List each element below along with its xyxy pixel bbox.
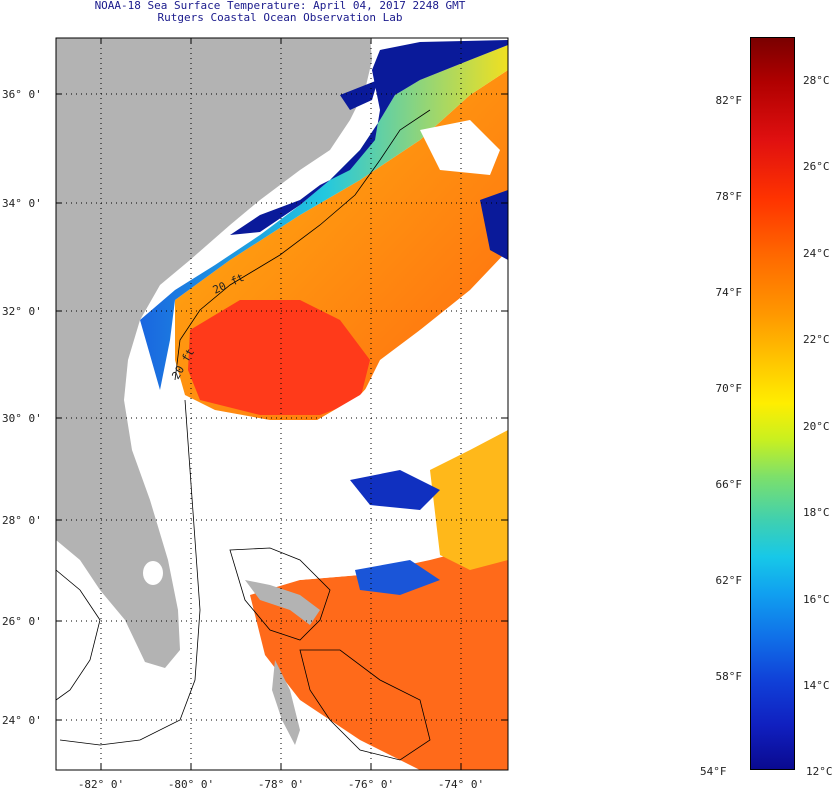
map-subtitle: Rutgers Coastal Ocean Observation Lab — [157, 11, 403, 24]
colorbar-f-82: 82°F — [715, 94, 743, 107]
isobath-deep — [59, 399, 201, 746]
land-bahamas-2 — [272, 660, 300, 745]
colorbar-f-74: 74°F — [715, 286, 743, 299]
colorbar-f-62: 62°F — [715, 574, 743, 587]
lat-label-36: 36° 0' — [2, 88, 42, 101]
sst-coastal-cold — [230, 40, 508, 235]
cold-cloud-edge — [350, 470, 440, 510]
colorbar-f-66: 66°F — [715, 478, 743, 491]
sst-shelf — [140, 45, 508, 390]
pamlico-sound — [340, 80, 378, 110]
sst-warm-south — [250, 540, 508, 770]
isobath-20ft — [174, 109, 431, 381]
cold-offshore — [480, 190, 508, 260]
land-bahamas-1 — [245, 580, 320, 625]
sst-hot-core — [188, 300, 370, 415]
colorbar-c-18: 18°C — [803, 506, 830, 519]
colorbar-c-20: 20°C — [803, 420, 830, 433]
colorbar-f-58: 58°F — [715, 670, 743, 683]
tick-marks — [56, 38, 508, 770]
land-mainland — [56, 38, 372, 668]
lat-label-34: 34° 0' — [2, 197, 42, 210]
isobath-west — [56, 569, 101, 701]
plot-frame — [55, 37, 509, 771]
cloud-patch-1 — [300, 290, 508, 500]
colorbar-c-28: 28°C — [803, 74, 830, 87]
lon-label-76: -76° 0' — [348, 778, 394, 791]
colorbar-c-26: 26°C — [803, 160, 830, 173]
lon-label-80: -80° 0' — [168, 778, 214, 791]
colorbar-c-16: 16°C — [803, 593, 830, 606]
cold-cloud-edge-2 — [355, 560, 440, 595]
lat-label-30: 30° 0' — [2, 412, 42, 425]
graticule — [56, 38, 508, 770]
colorbar-f-70: 70°F — [715, 382, 743, 395]
lat-label-32: 32° 0' — [2, 305, 42, 318]
cloud-patch-3 — [420, 120, 500, 175]
lat-label-24: 24° 0' — [2, 714, 42, 727]
lon-label-82: -82° 0' — [78, 778, 124, 791]
lon-label-74: -74° 0' — [438, 778, 484, 791]
lat-label-28: 28° 0' — [2, 514, 42, 527]
map-title: NOAA-18 Sea Surface Temperature: April 0… — [94, 0, 466, 12]
cloud-patch-2 — [170, 430, 360, 580]
lake-okeechobee — [143, 561, 163, 585]
colorbar-c-22: 22°C — [803, 333, 830, 346]
colorbar-f-78: 78°F — [715, 190, 743, 203]
isobath-bank — [229, 547, 431, 761]
colorbar-f-54: 54°F — [700, 765, 727, 778]
colorbar-c-24: 24°C — [803, 247, 830, 260]
colorbar-c-14: 14°C — [803, 679, 830, 692]
sst-map: 20 ft 20 ft 36° 0' 34° 0' 32° 0' 30° 0' — [2, 37, 509, 791]
colorbar-c-12: 12°C — [806, 765, 832, 778]
temperature-colorbar — [750, 37, 795, 770]
lon-label-78: -78° 0' — [258, 778, 304, 791]
sst-yellow-east — [430, 430, 508, 570]
lat-label-26: 26° 0' — [2, 615, 42, 628]
